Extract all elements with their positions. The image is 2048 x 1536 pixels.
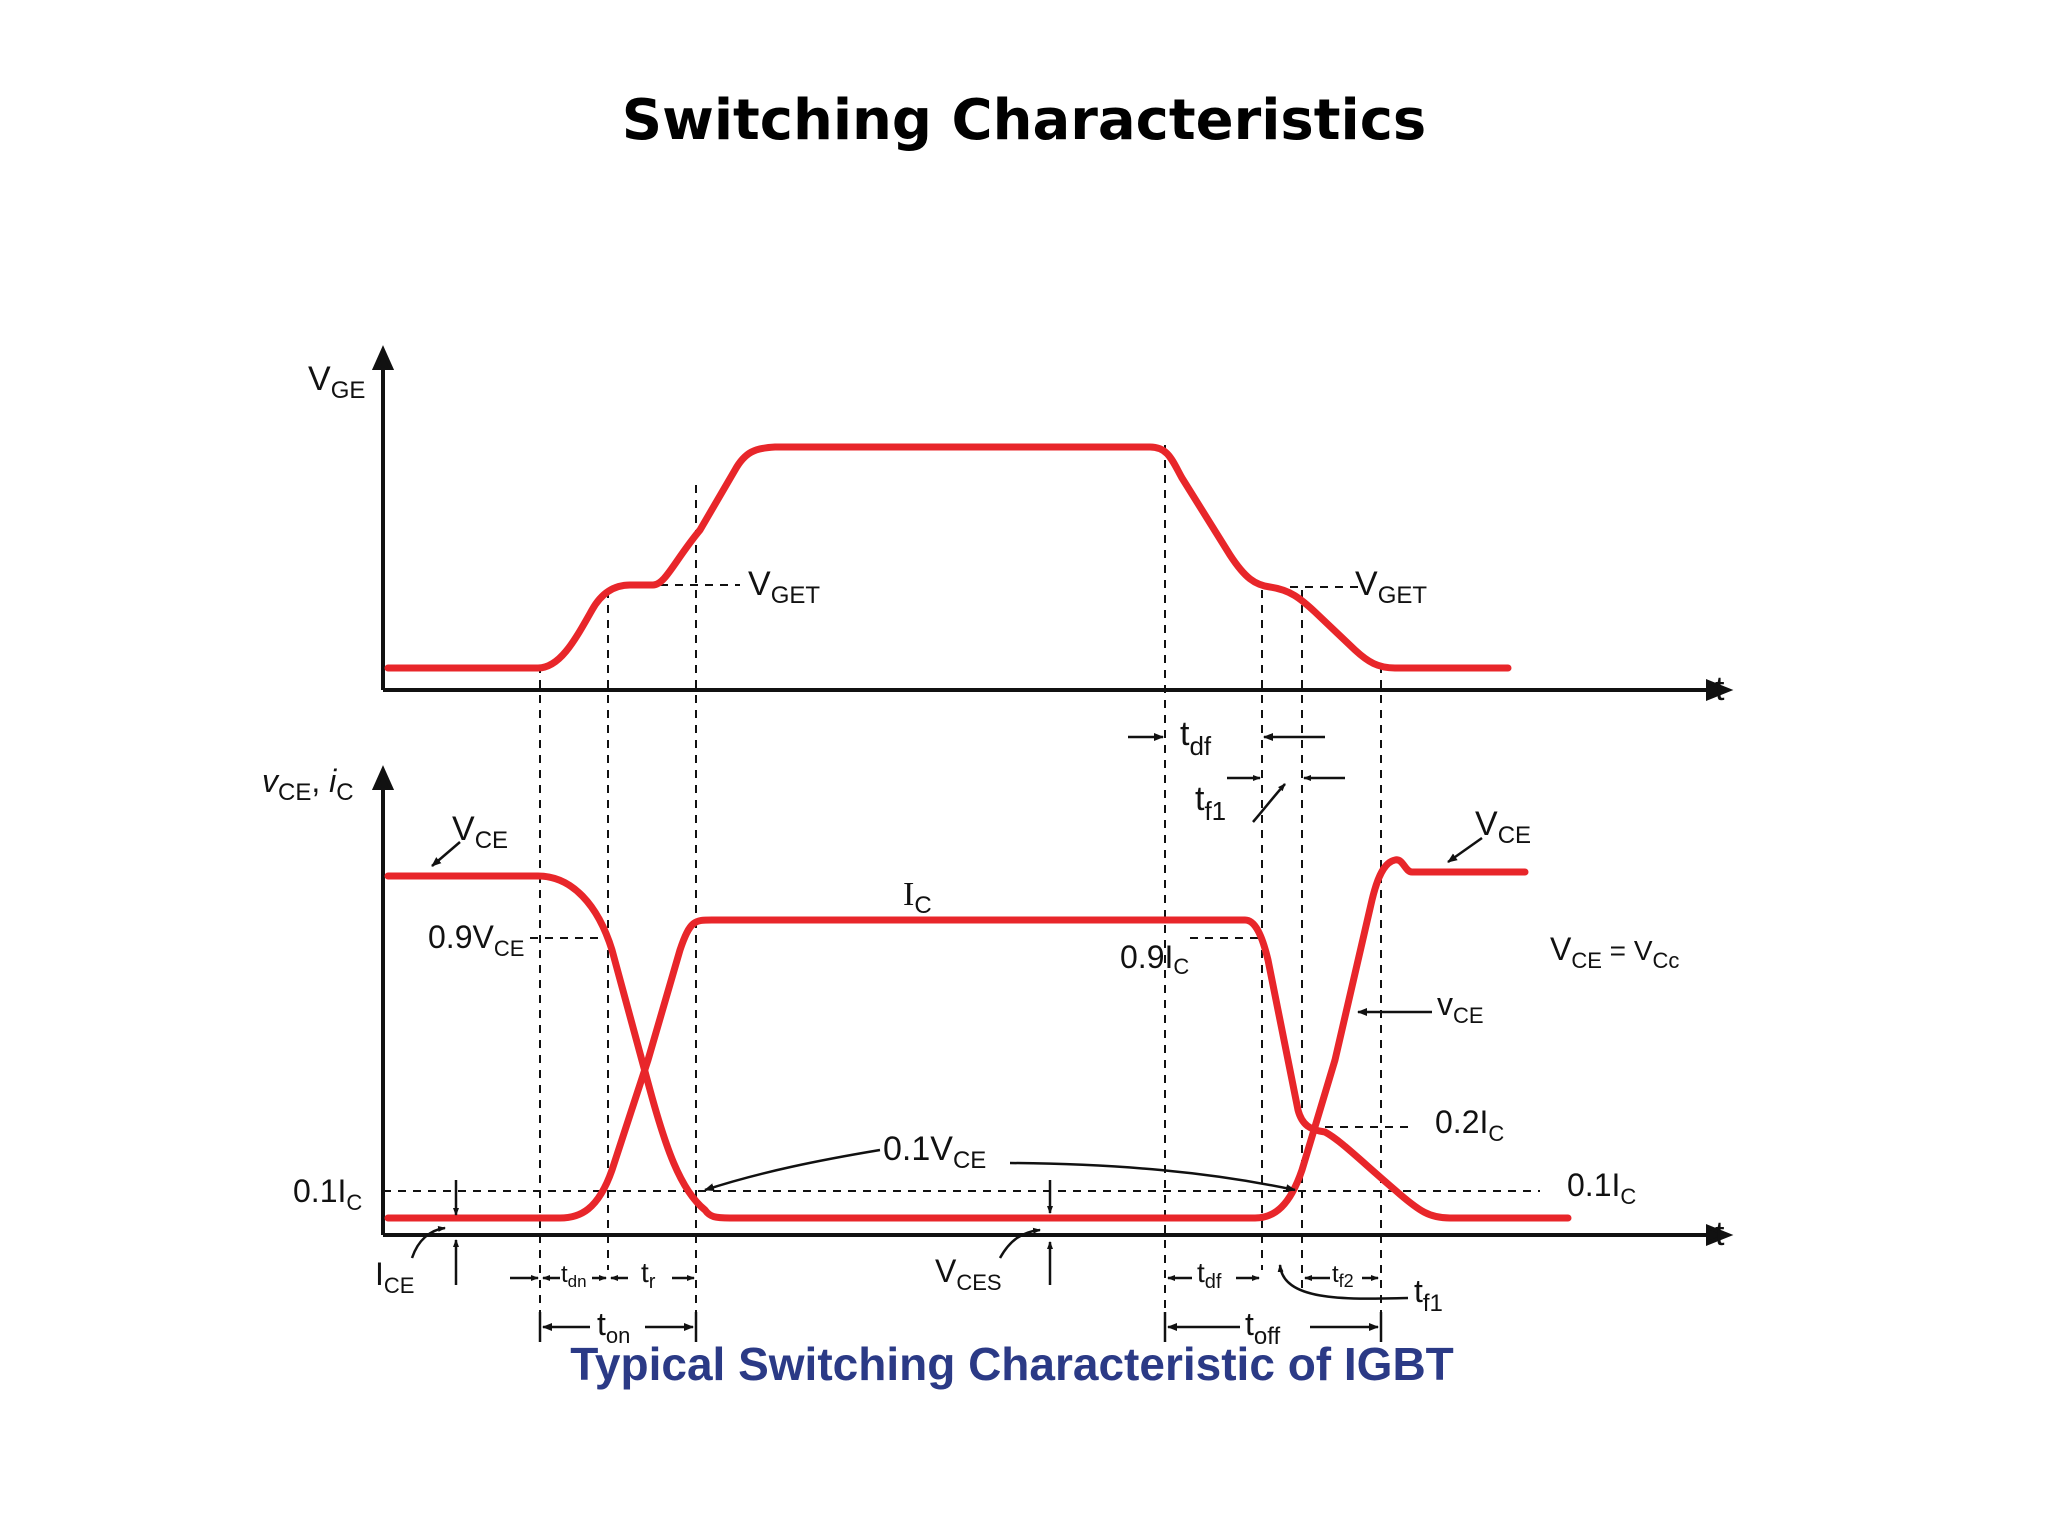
vge-curve [384, 443, 1512, 672]
curves [384, 443, 1572, 1222]
lower-t-label: t [1715, 1215, 1725, 1253]
figure-caption: Typical Switching Characteristic of IGBT [570, 1338, 1454, 1390]
tr-label: tr [641, 1257, 656, 1293]
vce01-pointer-right [1009, 1161, 1296, 1193]
ice-pointer [410, 1225, 446, 1259]
slide-title: Switching Characteristics [621, 88, 1427, 153]
ic-09-label: 0.9IC [1120, 939, 1189, 979]
tdf-bottom-label: tdf [1197, 1257, 1222, 1293]
tf2-label: tf2 [1332, 1261, 1354, 1291]
ic-01-left-label: 0.1IC [293, 1173, 362, 1215]
tdn-label: tdn [561, 1261, 587, 1291]
ic-curve-label: IC [903, 876, 932, 919]
vce-ic-y-arrowhead [371, 765, 395, 790]
lower-t-arrowhead [1706, 1224, 1734, 1246]
tf1-bottom-pointer [1277, 1264, 1409, 1300]
ic-01-right-label: 0.1IC [1567, 1167, 1636, 1209]
upper-t-arrowhead [1706, 679, 1734, 701]
vget-left-label: VGET [748, 565, 820, 609]
tdf-top-label: tdf [1180, 715, 1212, 761]
ton-label: ton [597, 1306, 630, 1348]
ic-02-label: 0.2IC [1435, 1104, 1504, 1146]
vce-top-right-pointer [1447, 836, 1483, 864]
vget-right-label: VGET [1355, 565, 1427, 609]
guide-lines [383, 445, 1540, 1320]
vce-curve-on [384, 872, 1164, 1222]
vce-eq-label: VCE = VCc [1550, 931, 1679, 973]
vce-curve-off [1156, 856, 1529, 1222]
upper-t-label: t [1715, 670, 1725, 708]
ic-curve [384, 916, 1572, 1222]
vge-y-arrowhead [371, 345, 395, 370]
toff-label: toff [1245, 1306, 1280, 1350]
dimension-arrows [410, 733, 1483, 1342]
tf1-bottom-label: tf1 [1414, 1273, 1443, 1317]
vce-top-left-label: VCE [452, 810, 508, 854]
vce-01-label: 0.1VCE [883, 1130, 986, 1174]
ice-label: ICE [375, 1256, 414, 1298]
vces-pointer [998, 1227, 1041, 1259]
vce01-pointer-left [704, 1148, 881, 1192]
vce-top-left-pointer [431, 841, 461, 867]
vce-top-right-label: VCE [1475, 805, 1531, 849]
vce-09-label: 0.9VCE [428, 919, 524, 961]
lower-axes [371, 765, 1734, 1246]
vce-ic-axis-label: vCE, iC [262, 763, 354, 806]
vces-label: VCES [935, 1253, 1002, 1295]
tf1-top-label: tf1 [1195, 780, 1226, 826]
vce-small-label: vCE [1437, 986, 1484, 1028]
upper-axes [371, 345, 1734, 701]
vge-axis-label: VGE [308, 360, 365, 404]
tf1-top-pointer [1252, 783, 1286, 823]
